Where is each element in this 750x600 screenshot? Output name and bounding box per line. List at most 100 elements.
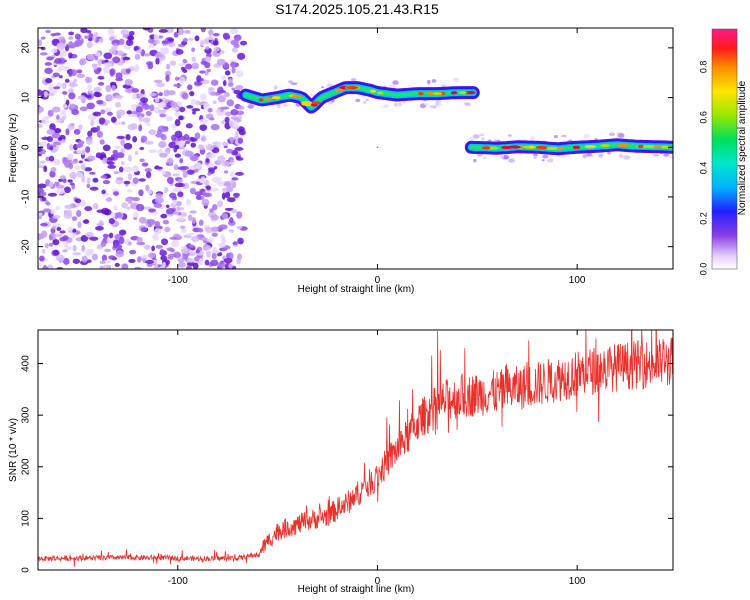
ridge-halo (608, 132, 616, 137)
ridge-halo (393, 102, 398, 107)
noise-speckle (175, 48, 184, 55)
noise-speckle (82, 219, 89, 224)
noise-speckle (106, 237, 114, 244)
noise-speckle (158, 102, 167, 109)
ridge-halo (398, 102, 402, 107)
noise-speckle (138, 178, 146, 182)
noise-speckle (86, 177, 91, 184)
noise-speckle (49, 146, 54, 151)
noise-speckle (99, 260, 106, 264)
noise-speckle (95, 152, 102, 159)
noise-speckle (175, 144, 180, 150)
noise-speckle (96, 130, 103, 138)
noise-speckle (99, 139, 105, 145)
noise-speckle (191, 47, 196, 52)
noise-speckle (236, 211, 243, 219)
noise-speckle (113, 145, 122, 149)
noise-speckle (87, 130, 93, 137)
noise-speckle (102, 157, 107, 165)
ridge-halo (482, 156, 487, 159)
noise-speckle (231, 209, 238, 214)
noise-speckle (91, 253, 98, 261)
noise-speckle (104, 248, 111, 253)
ridge-halo (273, 85, 278, 90)
noise-speckle (38, 123, 43, 129)
colorbar-tick-label: 0.2 (698, 212, 708, 225)
noise-speckle (39, 191, 47, 197)
ridge-peak (653, 145, 662, 149)
y-tick-label: 10 (21, 92, 32, 104)
noise-speckle (174, 130, 183, 138)
noise-speckle (89, 236, 99, 241)
noise-speckle (217, 141, 222, 149)
noise-speckle (84, 206, 93, 212)
ridge-halo (365, 98, 369, 101)
noise-speckle (188, 214, 193, 221)
spectrogram-y-label: Frequency (Hz) (8, 114, 19, 183)
noise-speckle (53, 158, 61, 166)
noise-speckle (234, 36, 242, 41)
noise-speckle (200, 135, 207, 142)
noise-speckle (159, 249, 165, 253)
noise-speckle (132, 93, 138, 100)
noise-speckle (86, 41, 93, 49)
noise-speckle (148, 43, 155, 49)
noise-speckle (68, 41, 74, 49)
noise-speckle (238, 130, 246, 136)
noise-speckle (85, 76, 93, 83)
ridge-halo (392, 80, 399, 85)
noise-speckle (177, 262, 186, 268)
noise-speckle (174, 182, 184, 188)
noise-speckle (211, 252, 217, 260)
noise-speckle (204, 56, 212, 63)
noise-speckle (81, 255, 88, 263)
noise-speckle (197, 228, 204, 233)
noise-speckle (165, 74, 170, 82)
noise-speckle (60, 117, 65, 122)
noise-speckle (51, 106, 61, 113)
noise-speckle (50, 33, 56, 37)
noise-speckle (100, 240, 107, 247)
noise-speckle (200, 237, 208, 241)
noise-speckle (194, 132, 201, 140)
noise-speckle (48, 242, 54, 247)
noise-speckle (72, 244, 77, 252)
ridge-halo (481, 137, 485, 141)
noise-speckle (176, 101, 183, 107)
ridge-halo (619, 153, 623, 158)
noise-speckle (138, 216, 147, 224)
noise-speckle (89, 171, 96, 175)
colorbar-ticks: 0.0 0.2 0.4 0.6 0.8 (698, 61, 708, 276)
noise-speckle (126, 110, 133, 115)
noise-speckle (194, 191, 203, 196)
noise-speckle (129, 249, 137, 255)
noise-speckle (87, 84, 93, 92)
noise-speckle (189, 210, 197, 214)
noise-speckle (53, 86, 61, 90)
noise-speckle (52, 215, 61, 219)
noise-speckle (136, 236, 143, 243)
noise-speckle (157, 125, 167, 133)
noise-speckle (41, 248, 46, 254)
noise-speckle (147, 190, 153, 195)
noise-speckle (227, 82, 234, 87)
noise-speckle (38, 261, 42, 268)
noise-speckle (76, 149, 83, 154)
noise-speckle (43, 91, 48, 98)
noise-speckle (221, 75, 227, 81)
noise-speckle (152, 234, 159, 241)
noise-speckle (140, 254, 149, 259)
noise-speckle (46, 129, 55, 135)
noise-speckle (74, 33, 81, 40)
noise-speckle (65, 128, 70, 136)
noise-speckle (41, 196, 47, 202)
noise-speckle (210, 123, 220, 131)
noise-speckle (194, 35, 200, 42)
noise-speckle (201, 198, 210, 207)
noise-speckle (174, 76, 180, 81)
noise-speckle (59, 175, 66, 180)
ridge-halo (465, 103, 472, 107)
noise-speckle (46, 56, 54, 61)
noise-speckle (102, 144, 111, 152)
noise-speckle (169, 60, 177, 66)
